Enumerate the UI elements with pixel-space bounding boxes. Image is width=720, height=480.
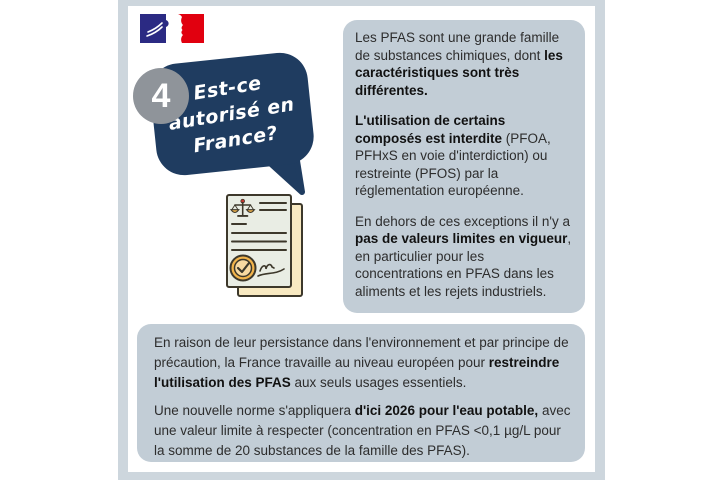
- text-run: (PFOA, PFHxS en voie d'interdiction) ou …: [355, 130, 551, 199]
- text-run: Une nouvelle norme s'appliquera: [154, 403, 355, 418]
- scales-of-justice-icon: [229, 198, 256, 217]
- paragraph: En raison de leur persistance dans l'env…: [154, 333, 573, 393]
- signature-icon: [257, 263, 285, 277]
- french-government-logo: [140, 14, 204, 43]
- legal-document-illustration: [226, 194, 303, 297]
- paragraph: L'utilisation de certains composés est i…: [355, 112, 575, 200]
- text-run: Les PFAS sont une grande famille de subs…: [355, 30, 560, 63]
- text-run: aux seuls usages essentiels.: [290, 375, 467, 390]
- bold-text-run: L'utilisation de certains composés est i…: [355, 113, 506, 146]
- text-run: , en particulier pour les concentrations…: [355, 231, 572, 299]
- paragraph: Une nouvelle norme s'appliquera d'ici 20…: [154, 401, 573, 461]
- text-run: En dehors de ces exceptions il n'y a: [355, 213, 570, 229]
- paragraph: En dehors de ces exceptions il n'y a pas…: [355, 213, 575, 301]
- approval-seal-icon: [229, 254, 257, 282]
- question-number-badge: 4: [133, 68, 189, 124]
- bold-text-run: restreindre l'utilisation des PFAS: [154, 355, 560, 390]
- bold-text-run: d'ici 2026 pour l'eau potable,: [354, 403, 539, 418]
- document-text-lines: [231, 202, 287, 251]
- pfas-info-box: Les PFAS sont une grande famille de subs…: [343, 20, 585, 313]
- text-run: avec une valeur limite à respecter (conc…: [154, 403, 571, 458]
- paragraph: Les PFAS sont une grande famille de subs…: [355, 29, 575, 99]
- text-run: En raison de leur persistance dans l'env…: [154, 335, 569, 370]
- bold-text-run: les caractéristiques sont très différent…: [355, 47, 563, 98]
- bold-text-run: pas de valeurs limites en vigueur: [355, 231, 568, 246]
- regulation-info-box: En raison de leur persistance dans l'env…: [137, 324, 585, 462]
- french-flag-icon: [140, 14, 204, 43]
- infographic-frame: [118, 0, 605, 480]
- question-number: 4: [151, 76, 171, 115]
